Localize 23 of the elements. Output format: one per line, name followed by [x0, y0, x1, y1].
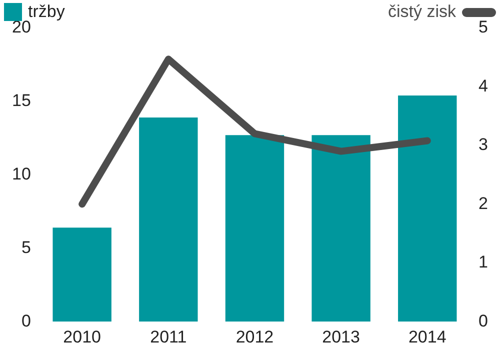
y2-tick-label: 0 — [478, 311, 488, 330]
text: čistý zisk — [388, 2, 456, 22]
x-tick-label: 2010 — [63, 327, 101, 346]
x-tick-label: 2013 — [322, 327, 360, 346]
bar — [52, 228, 112, 322]
y2-tick-label: 3 — [478, 135, 488, 154]
y-tick-label: 20 — [12, 18, 31, 37]
bar — [312, 135, 370, 322]
x-tick-label: 2012 — [236, 327, 274, 346]
y2-tick-label: 2 — [478, 194, 488, 213]
x-tick-label: 2011 — [150, 327, 187, 346]
bar — [225, 135, 284, 322]
bar — [398, 96, 457, 322]
bar — [139, 118, 198, 322]
x-tick-label: 2014 — [408, 327, 446, 346]
y-tick-label: 10 — [12, 164, 31, 184]
y-tick-label: 5 — [21, 238, 31, 257]
y2-tick-label: 4 — [478, 76, 488, 96]
y-tick-label: 15 — [12, 91, 31, 110]
y2-tick-label: 5 — [478, 18, 488, 37]
y2-tick-label: 1 — [478, 252, 488, 272]
legend-label: tržby — [28, 2, 65, 21]
y-tick-label: 0 — [21, 311, 31, 330]
